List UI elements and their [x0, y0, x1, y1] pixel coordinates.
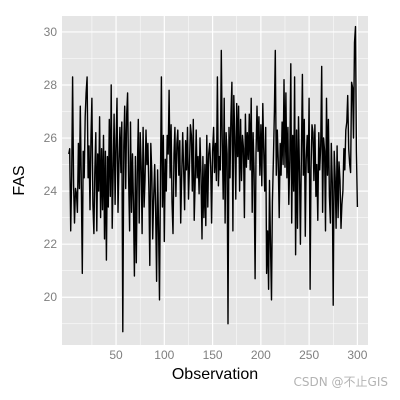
x-tick-label: 300 — [347, 348, 367, 362]
x-tick-label: 250 — [299, 348, 319, 362]
y-tick-label: 30 — [44, 25, 58, 39]
y-tick-label: 20 — [44, 290, 58, 304]
x-tick-label: 150 — [203, 348, 223, 362]
y-tick-label: 26 — [44, 131, 58, 145]
x-axis-title: Observation — [172, 366, 258, 383]
series-line-fas — [68, 25, 359, 333]
y-tick-label: 22 — [44, 237, 58, 251]
x-tick-label: 50 — [109, 348, 123, 362]
y-axis-ticks: 20 22 24 26 28 30 — [44, 25, 58, 304]
y-tick-label: 28 — [44, 78, 58, 92]
y-tick-label: 24 — [44, 184, 58, 198]
x-tick-label: 200 — [251, 348, 271, 362]
x-axis-ticks: 50 100 150 200 250 300 — [109, 348, 367, 362]
x-tick-label: 100 — [154, 348, 174, 362]
y-axis-title: FAS — [11, 165, 28, 195]
watermark: CSDN @不止GIS — [293, 375, 388, 389]
